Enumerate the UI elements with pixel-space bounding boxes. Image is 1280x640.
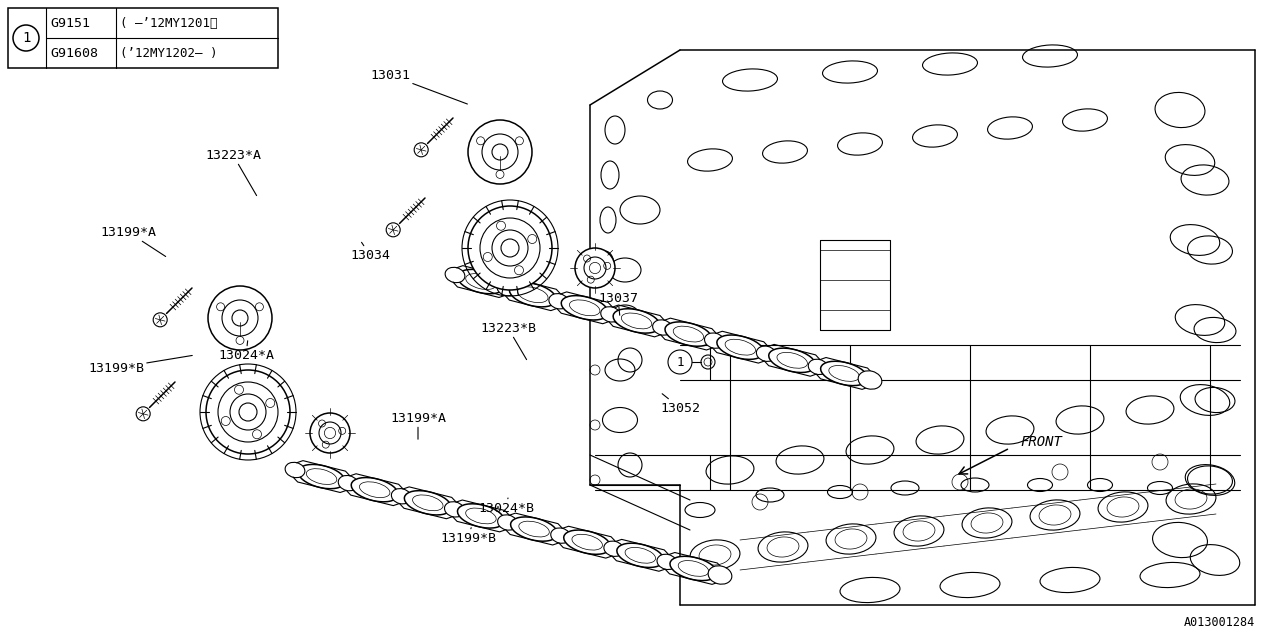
Text: 13199*B: 13199*B (88, 355, 192, 374)
Circle shape (209, 286, 273, 350)
Ellipse shape (769, 348, 815, 372)
Text: 1: 1 (22, 31, 31, 45)
Circle shape (575, 248, 614, 288)
Ellipse shape (710, 567, 730, 582)
Ellipse shape (653, 320, 672, 335)
Ellipse shape (858, 371, 882, 389)
Text: 13024*A: 13024*A (218, 340, 274, 362)
Ellipse shape (808, 359, 828, 374)
Text: 13199*B: 13199*B (440, 527, 497, 545)
Text: 13199*A: 13199*A (100, 225, 165, 257)
Ellipse shape (657, 554, 677, 570)
Text: 13223*A: 13223*A (205, 148, 261, 196)
Circle shape (136, 407, 150, 421)
Ellipse shape (285, 462, 305, 477)
Text: A013001284: A013001284 (1184, 616, 1254, 628)
Ellipse shape (604, 541, 623, 556)
Ellipse shape (669, 556, 717, 580)
Circle shape (154, 313, 168, 327)
Circle shape (310, 413, 349, 453)
Ellipse shape (298, 465, 346, 489)
Text: 13223*B: 13223*B (480, 321, 536, 360)
Ellipse shape (549, 294, 568, 309)
Ellipse shape (860, 372, 879, 388)
Ellipse shape (561, 296, 608, 320)
Ellipse shape (444, 502, 465, 517)
Circle shape (468, 206, 552, 290)
Ellipse shape (708, 566, 732, 584)
Circle shape (387, 223, 401, 237)
Text: 13031: 13031 (370, 68, 467, 104)
Text: ( –’12MY1201〉: ( –’12MY1201〉 (120, 17, 218, 29)
Ellipse shape (498, 515, 517, 530)
Ellipse shape (351, 477, 398, 502)
Ellipse shape (717, 335, 764, 360)
Ellipse shape (457, 269, 504, 294)
Circle shape (206, 370, 291, 454)
Ellipse shape (617, 543, 664, 568)
Ellipse shape (550, 528, 571, 543)
Text: 13037: 13037 (598, 291, 637, 316)
Ellipse shape (509, 282, 557, 307)
Ellipse shape (338, 476, 358, 491)
Circle shape (468, 120, 532, 184)
Text: 13034: 13034 (349, 243, 390, 262)
Text: (’12MY1202– ): (’12MY1202– ) (120, 47, 218, 60)
Ellipse shape (457, 504, 504, 528)
Text: FRONT: FRONT (1020, 435, 1062, 449)
Bar (8, 8, 278, 68)
Circle shape (415, 143, 429, 157)
Text: G91608: G91608 (50, 47, 99, 60)
Ellipse shape (600, 307, 621, 322)
Ellipse shape (511, 517, 558, 541)
Text: 13052: 13052 (660, 394, 700, 415)
Text: 1: 1 (676, 355, 684, 369)
Ellipse shape (613, 308, 660, 333)
Text: 13199*A: 13199*A (390, 412, 445, 439)
Ellipse shape (392, 488, 411, 504)
Ellipse shape (820, 361, 868, 386)
Ellipse shape (704, 333, 724, 348)
Text: G9151: G9151 (50, 17, 90, 29)
Ellipse shape (666, 322, 712, 346)
Ellipse shape (445, 268, 465, 283)
Ellipse shape (404, 491, 452, 515)
Text: 13024*B: 13024*B (477, 498, 534, 515)
Ellipse shape (497, 280, 517, 296)
Ellipse shape (563, 530, 611, 554)
Ellipse shape (756, 346, 776, 362)
